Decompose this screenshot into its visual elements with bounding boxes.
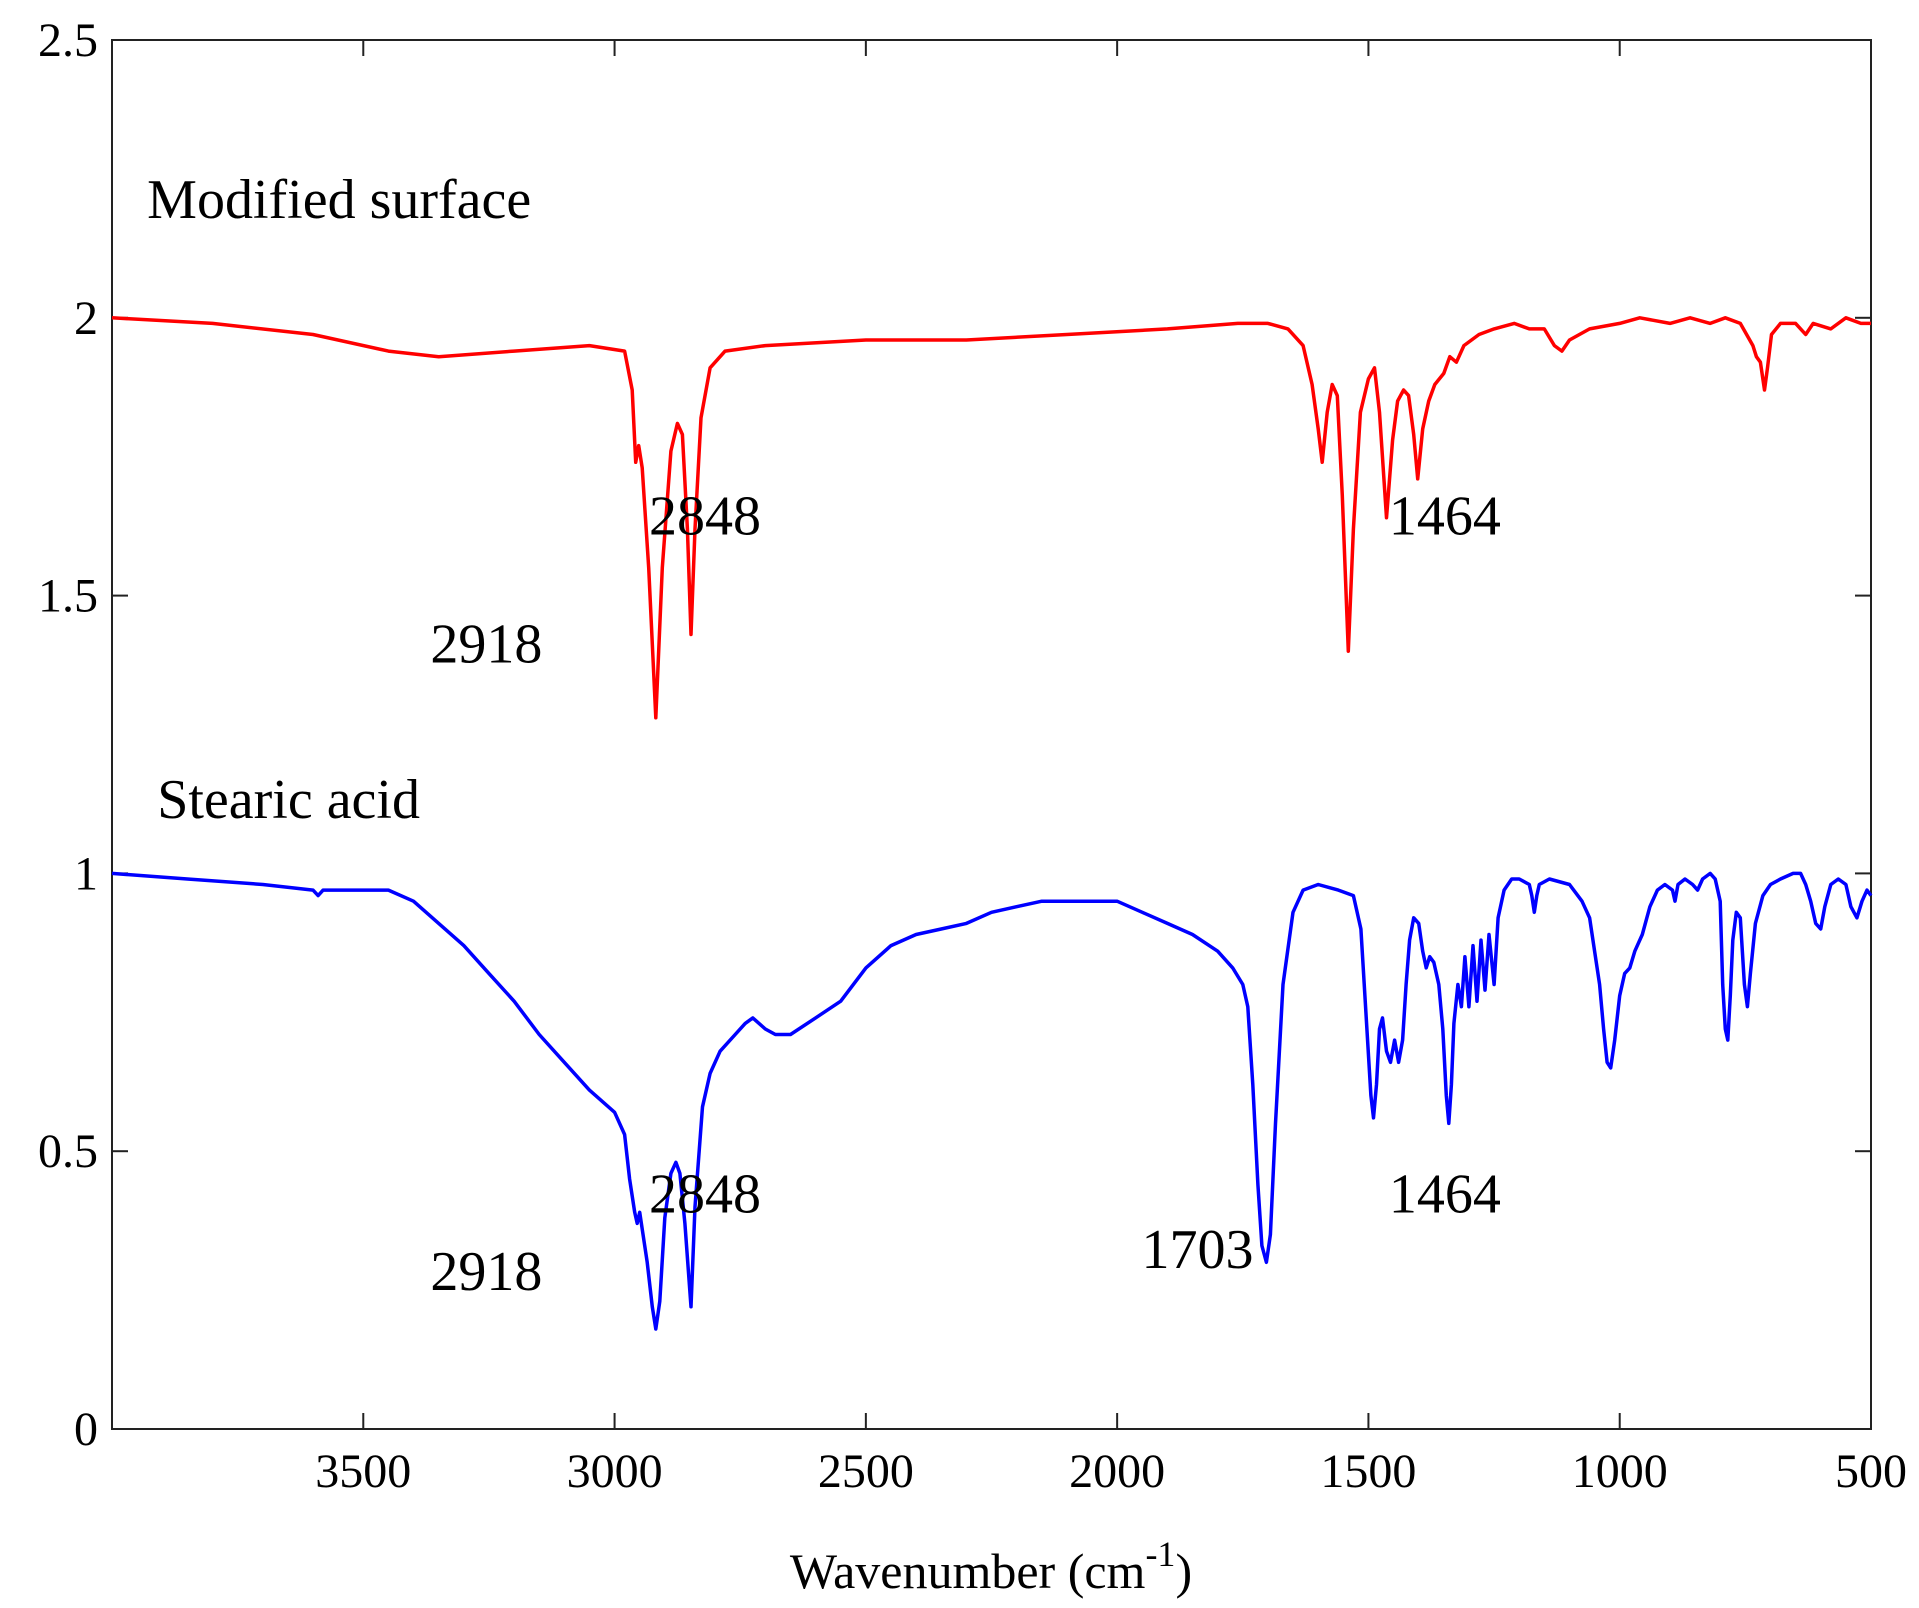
x-tick-label: 3000	[567, 1445, 663, 1498]
x-axis-title-main: Wavenumber (cm	[790, 1543, 1146, 1599]
plot-area	[111, 39, 1872, 1430]
peak-annotation: 1464	[1389, 485, 1501, 547]
peak-annotation: 2848	[649, 485, 761, 547]
ticks: 3500 3000 2500 2000 1500 1000 500 0 0.5 1 1.5 2 2.5	[38, 14, 1907, 1498]
peak-annotation: 2918	[430, 613, 542, 675]
x-tick-label: 1000	[1572, 1445, 1668, 1498]
y-tick-label: 1.5	[38, 570, 98, 623]
peak-annotation: 2918	[430, 1241, 542, 1303]
y-tick-label: 0.5	[38, 1125, 98, 1178]
series-group	[111, 316, 1873, 1331]
series-line-modified-surface	[111, 316, 1871, 720]
labels-group: Modified surface Stearic acid 2918 2848 1464…	[147, 169, 1501, 1303]
series-label: Modified surface	[147, 169, 531, 231]
series-line-stearic-acid	[111, 871, 1873, 1331]
y-tick-label: 2	[74, 292, 98, 345]
y-tick-label: 1	[74, 847, 98, 900]
series-label: Stearic acid	[157, 769, 420, 831]
x-tick-label: 2000	[1069, 1445, 1165, 1498]
y-tick-label: 2.5	[38, 14, 98, 67]
x-tick-label: 3500	[315, 1445, 411, 1498]
x-axis-title-close: )	[1175, 1543, 1192, 1599]
y-tick-label: 0	[74, 1403, 98, 1456]
peak-annotation: 1703	[1142, 1219, 1254, 1281]
peak-annotation: 1464	[1389, 1163, 1501, 1225]
x-tick-label: 2500	[818, 1445, 914, 1498]
peak-annotation: 2848	[649, 1163, 761, 1225]
x-tick-label: 500	[1835, 1445, 1907, 1498]
x-axis-title: Wavenumber (cm-1)	[790, 1534, 1192, 1599]
x-tick-label: 1500	[1320, 1445, 1416, 1498]
x-axis-title-superscript: -1	[1145, 1534, 1175, 1574]
